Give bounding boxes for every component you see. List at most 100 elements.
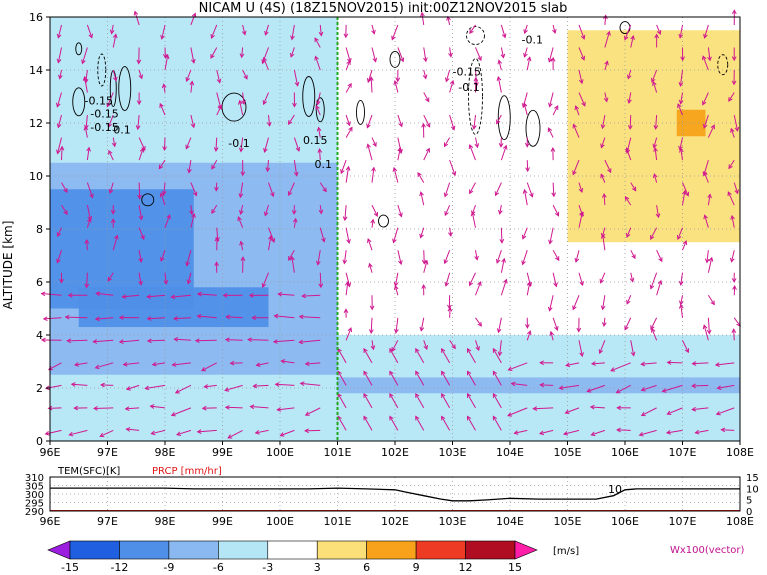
- wind-vector: [572, 123, 580, 138]
- wind-vector: [500, 278, 508, 296]
- wind-vector: [475, 340, 480, 352]
- wind-vector: [185, 137, 192, 150]
- wind-vector: [397, 114, 403, 128]
- x-tick-label: 106E: [611, 446, 639, 459]
- wind-vector: [392, 166, 399, 183]
- wind-vector: [507, 407, 528, 417]
- wind-region-2: [567, 30, 740, 243]
- wind-vector: [500, 47, 506, 59]
- wind-vector: [394, 317, 399, 334]
- wind-vector: [112, 234, 119, 251]
- surface-x-tick-label: 107E: [669, 515, 697, 528]
- wind-vector: [292, 92, 297, 108]
- colorbar-label: -3: [262, 561, 273, 574]
- wind-vector: [552, 272, 558, 288]
- wind-vector: [526, 56, 532, 71]
- y-tick-label: 14: [29, 64, 43, 77]
- contour-9: [497, 95, 511, 141]
- wind-vector: [538, 429, 554, 436]
- contour-2: [97, 53, 107, 87]
- wind-vector: [616, 405, 631, 411]
- wind-vector: [448, 47, 453, 58]
- wind-vector: [159, 192, 166, 206]
- wind-vector: [238, 137, 244, 153]
- wind-vector: [499, 227, 505, 244]
- wind-vector: [363, 370, 373, 386]
- wind-vector: [158, 159, 166, 170]
- wind-vector: [526, 272, 533, 288]
- wind-vector: [603, 92, 609, 103]
- wind-region-4: [337, 377, 740, 394]
- surface-x-tick-label: 97E: [97, 515, 118, 528]
- surface-grid: [49, 476, 741, 512]
- wind-vector: [274, 382, 295, 387]
- y-tick-label: 12: [29, 117, 43, 130]
- surface-x-tick-label: 102E: [381, 515, 409, 528]
- wind-vector: [288, 249, 295, 261]
- x-tick-label: 107E: [669, 446, 697, 459]
- wind-vector: [498, 205, 503, 215]
- temperature-line: [50, 487, 740, 502]
- wind-vector: [496, 75, 502, 93]
- wind-vector: [159, 102, 166, 116]
- wind-vector: [304, 428, 321, 434]
- wind-vector: [616, 427, 631, 433]
- wind-vector: [133, 10, 140, 26]
- wind-vector: [666, 407, 683, 416]
- wind-vector: [290, 255, 295, 273]
- wind-vector: [40, 337, 62, 343]
- wind-vector: [318, 205, 324, 215]
- wind-vector: [173, 316, 191, 321]
- wind-vector: [211, 159, 218, 170]
- surface-annotation: 10: [608, 483, 622, 496]
- wind-vector: [547, 47, 554, 63]
- wind-vector: [265, 160, 271, 173]
- wind-vector: [417, 172, 425, 183]
- wind-vector: [552, 317, 559, 331]
- wind-vector: [59, 145, 65, 161]
- wind-vector: [525, 160, 530, 173]
- wind-vector: [731, 69, 737, 86]
- contour-label: -0.1: [228, 137, 249, 150]
- wind-vector: [715, 407, 735, 416]
- wind-vector: [492, 392, 502, 409]
- wind-vector: [111, 137, 117, 148]
- wind-vector: [340, 159, 347, 175]
- wind-vector: [550, 146, 556, 161]
- wind-vector: [170, 294, 191, 300]
- wind-vector: [210, 47, 218, 59]
- wind-vector: [733, 114, 740, 132]
- wind-vector: [624, 317, 632, 331]
- wind-vector: [214, 182, 219, 192]
- wind-vector: [291, 205, 297, 215]
- wind-vector: [316, 126, 322, 138]
- wind-vector: [67, 292, 88, 298]
- wind-vector: [136, 92, 142, 106]
- wind-vector: [176, 429, 192, 436]
- wind-vector: [524, 317, 530, 329]
- wind-vector: [56, 24, 62, 39]
- wind-vector: [627, 92, 632, 104]
- wind-vector: [242, 69, 248, 80]
- wind-vector: [254, 429, 269, 435]
- contour-11: [466, 26, 485, 45]
- wind-vector: [345, 272, 352, 288]
- wind-vector: [446, 15, 451, 26]
- wind-vector: [653, 146, 658, 161]
- wind-vector: [419, 191, 425, 206]
- wind-vector: [578, 47, 586, 61]
- wind-vector: [389, 370, 399, 386]
- wind-vector: [655, 205, 661, 219]
- contour-7: [221, 92, 247, 122]
- wind-vector: [112, 69, 118, 82]
- wind-vector: [466, 415, 476, 431]
- wind-vector: [441, 347, 451, 364]
- wind-vector: [107, 272, 114, 282]
- wind-vector: [572, 159, 580, 176]
- wind-vector: [251, 315, 269, 321]
- wind-vector: [170, 407, 192, 417]
- wind-vector: [492, 347, 502, 364]
- contour-4: [302, 76, 316, 117]
- wind-vector: [578, 340, 584, 358]
- colorbar-cell: [316, 540, 367, 560]
